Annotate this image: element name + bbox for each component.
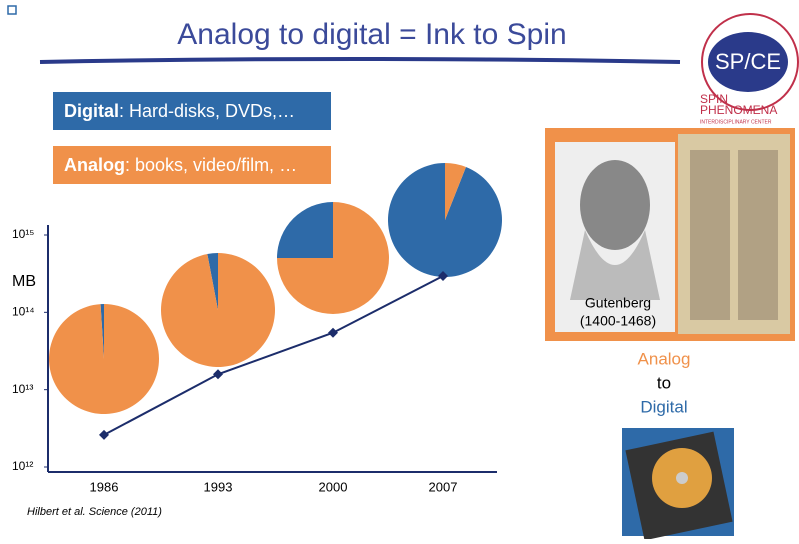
pie-slice bbox=[277, 202, 333, 258]
portrait-head bbox=[580, 160, 650, 250]
digital-box bbox=[53, 92, 331, 130]
transition-from: Analog bbox=[638, 349, 691, 368]
marker bbox=[438, 271, 448, 282]
transition-target: Digital bbox=[640, 397, 687, 416]
pie-slice bbox=[277, 202, 389, 314]
citation: Hilbert et al. Science (2011) bbox=[27, 506, 162, 518]
logo-name: SPIN bbox=[700, 92, 728, 106]
logo-mark: SP/CE bbox=[715, 49, 781, 74]
slide-icon bbox=[7, 5, 17, 15]
x-tick-label: 2007 bbox=[429, 479, 458, 494]
title-underline bbox=[39, 57, 681, 64]
digital-box-text: Digital: Hard-disks, DVDs,… bbox=[64, 101, 295, 121]
figure-caption: Gutenberg bbox=[585, 295, 651, 311]
y-tick-label: 10¹⁴ bbox=[12, 305, 35, 319]
marker bbox=[213, 369, 223, 380]
pie-slice bbox=[48, 304, 159, 414]
pie-slice bbox=[445, 163, 466, 220]
analog-box-text: Analog: books, video/film, … bbox=[64, 155, 297, 175]
y-tick-label: 10¹⁵ bbox=[12, 227, 34, 241]
analog-term: Analog bbox=[64, 155, 125, 175]
marker bbox=[328, 327, 338, 338]
y-tick-label: 10¹³ bbox=[12, 382, 33, 396]
transition-to: to bbox=[657, 373, 671, 392]
x-tick-label: 2000 bbox=[319, 479, 348, 494]
digital-desc: : Hard-disks, DVDs,… bbox=[119, 101, 295, 121]
manuscript-column bbox=[690, 150, 730, 320]
pie-slice bbox=[207, 253, 218, 310]
y-tick-label: 10¹² bbox=[12, 459, 33, 473]
chart: MB 10¹² 10¹³ 10¹⁴ 10¹⁵ 1986 1993 2000 2007 bbox=[12, 163, 502, 494]
logo-ellipse bbox=[708, 32, 788, 92]
manuscript-column bbox=[738, 150, 778, 320]
analog-box bbox=[53, 146, 331, 184]
marker bbox=[99, 429, 109, 440]
figure-caption: (1400-1468) bbox=[580, 313, 656, 329]
logo-subtitle: INTERDISCIPLINARY CENTER bbox=[700, 119, 772, 125]
pie-slice bbox=[160, 253, 275, 368]
line bbox=[103, 275, 444, 436]
logo-name: PHENOMENA bbox=[700, 103, 777, 117]
x-tick-label: 1986 bbox=[90, 479, 119, 494]
title: Analog to digital = Ink to Spin bbox=[177, 18, 566, 51]
y-axis-label: MB bbox=[12, 273, 36, 290]
hdd-spindle bbox=[676, 472, 688, 484]
pie-slice bbox=[100, 304, 104, 359]
analog-desc: : books, video/film, … bbox=[125, 155, 297, 175]
logo-ring bbox=[701, 13, 799, 111]
digital-term: Digital bbox=[64, 101, 119, 121]
portrait-beard bbox=[570, 230, 660, 300]
x-tick-label: 1993 bbox=[204, 479, 233, 494]
